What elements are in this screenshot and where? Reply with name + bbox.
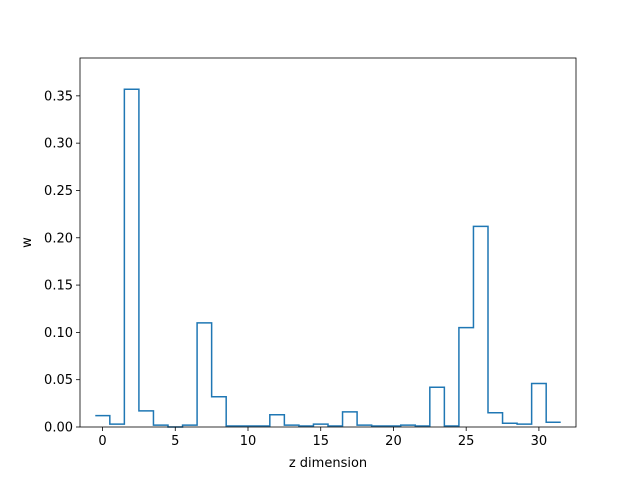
y-tick-label-5: 0.25 — [44, 184, 73, 199]
y-tick-label-2: 0.10 — [44, 326, 73, 341]
y-tick-label-0: 0.00 — [44, 421, 73, 436]
y-tick-label-4: 0.20 — [44, 231, 73, 246]
y-axis-label: w — [20, 237, 35, 248]
x-tick-label-10: 10 — [240, 434, 257, 449]
x-tick-label-0: 0 — [98, 434, 106, 449]
x-tick-label-5: 5 — [171, 434, 179, 449]
axes: 0 5 10 15 20 25 30 0.00 0.05 0.10 0.15 0.20 0.25 0.30… — [44, 57, 577, 449]
y-tick-label-3: 0.15 — [44, 279, 73, 294]
y-tick-label-1: 0.05 — [44, 373, 73, 388]
axes-frame — [79, 57, 577, 428]
y-tick-label-7: 0.35 — [44, 89, 73, 104]
x-tick-label-30: 30 — [531, 434, 548, 449]
x-axis-label: z dimension — [289, 456, 367, 471]
x-tick-label-25: 25 — [458, 434, 475, 449]
x-tick-label-15: 15 — [312, 434, 329, 449]
x-tick-label-20: 20 — [385, 434, 402, 449]
y-tick-label-6: 0.30 — [44, 137, 73, 152]
